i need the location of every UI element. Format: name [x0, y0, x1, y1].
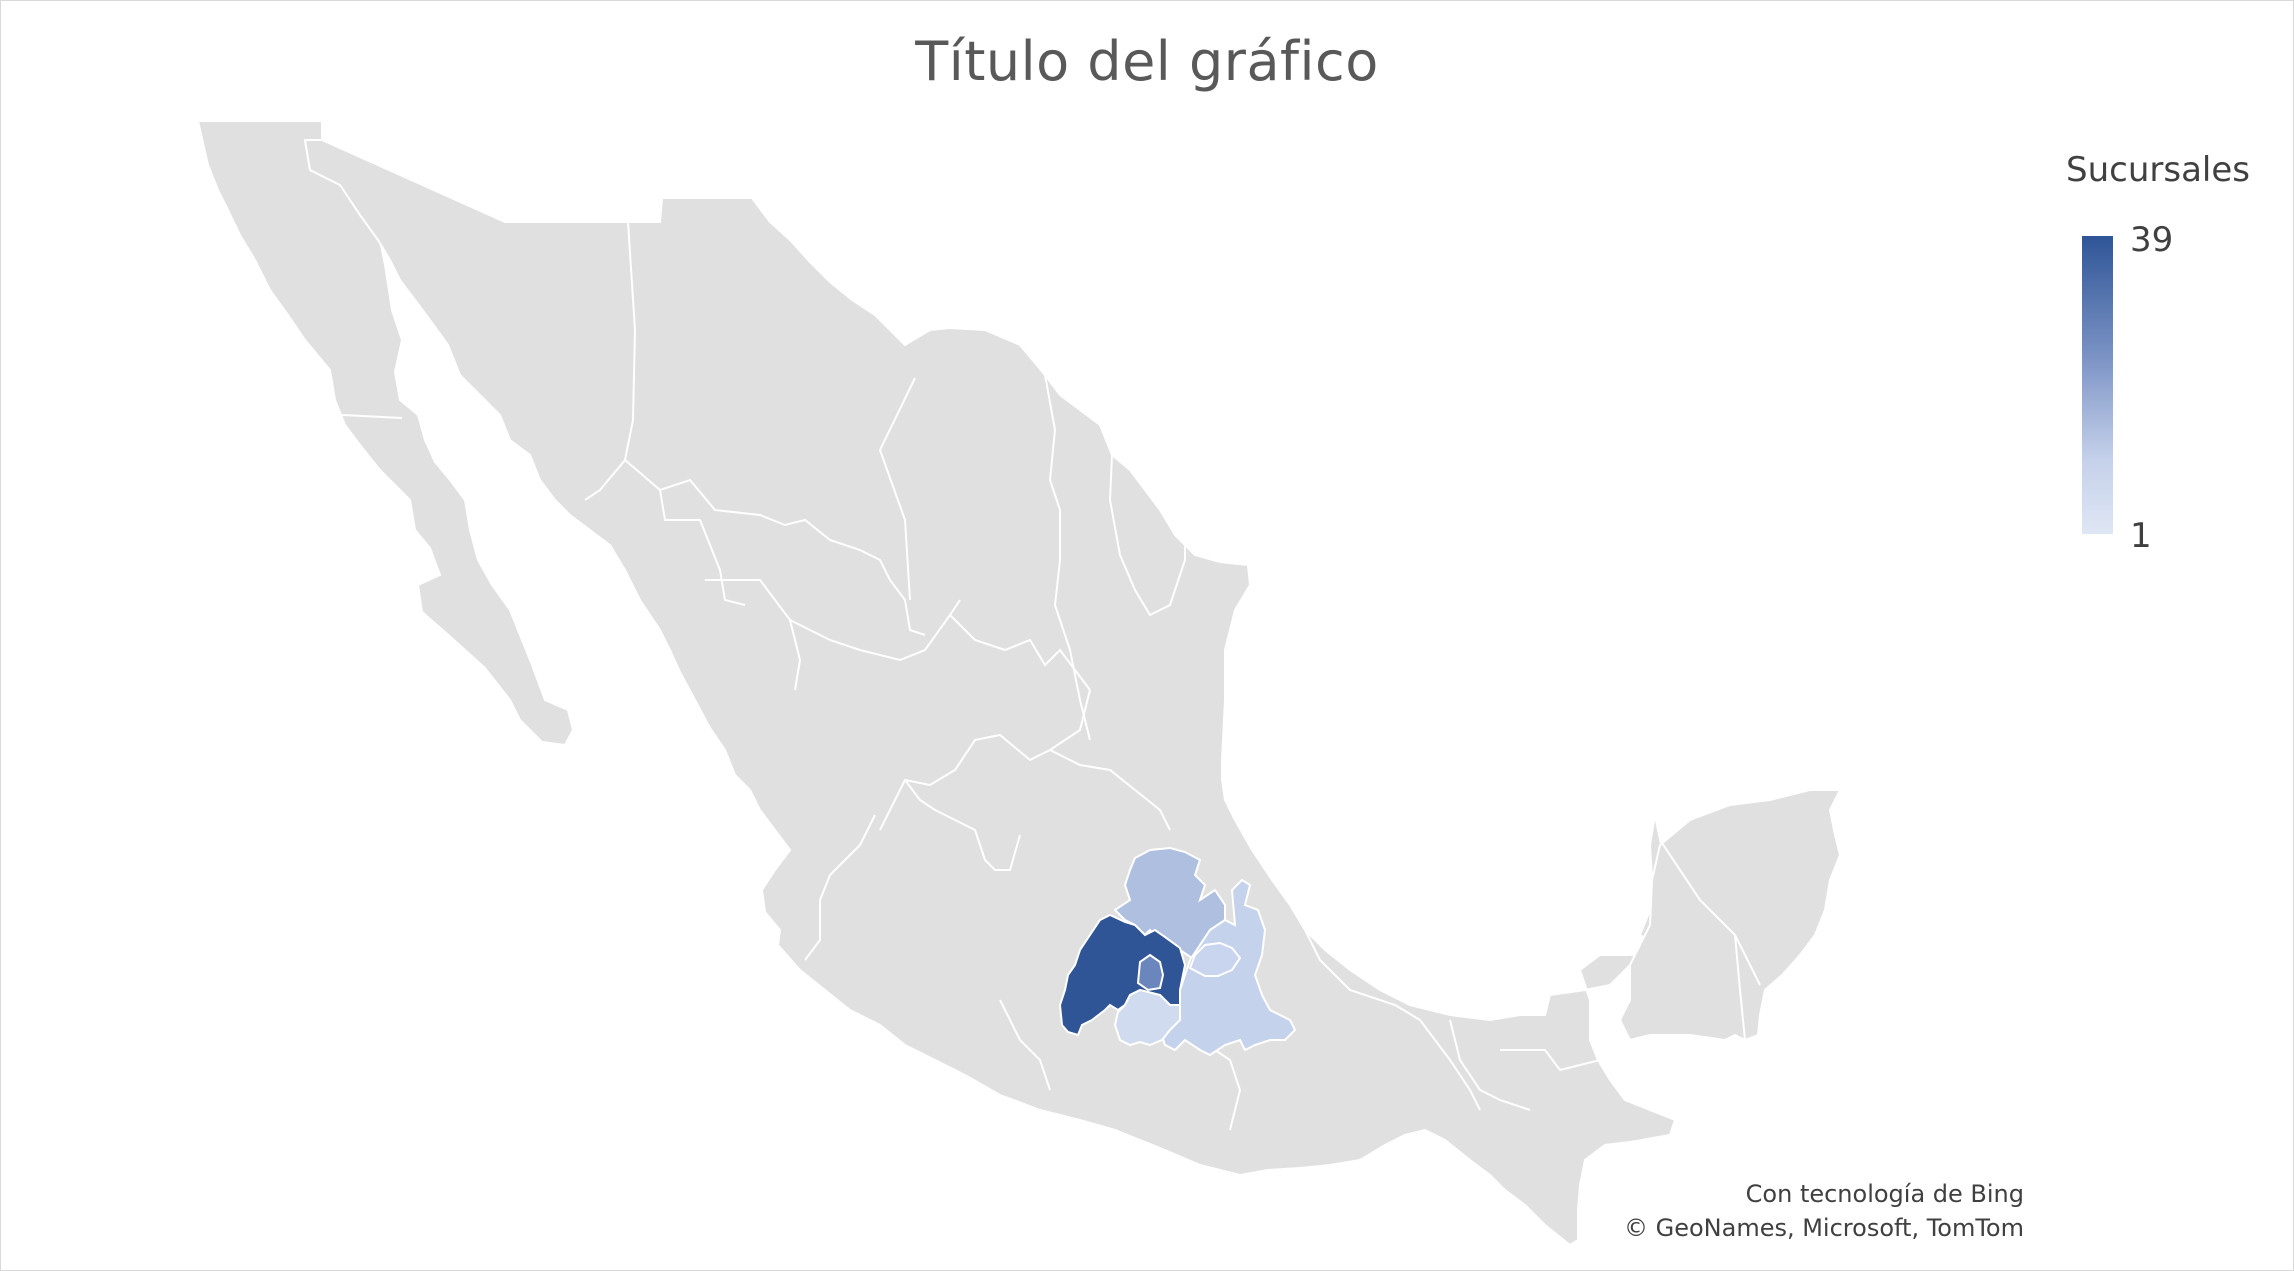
- state-tlaxcala[interactable]: [1188, 941, 1242, 977]
- yucatan-peninsula: [1618, 789, 1842, 1042]
- chart-title[interactable]: Título del gráfico: [915, 30, 1379, 93]
- state-ciudad-de-mexico[interactable]: [1136, 953, 1165, 992]
- legend-min-value: 1: [2130, 516, 2152, 556]
- map-credit-bing: Con tecnología de Bing: [1745, 1180, 2024, 1208]
- legend-title: Sucursales: [2066, 150, 2250, 190]
- state-borders: [539, 221, 1761, 1131]
- legend-color-scale: [2082, 236, 2113, 534]
- state-estado-de-mexico[interactable]: [1058, 913, 1187, 1037]
- baja-california-peninsula: [196, 120, 575, 747]
- state-morelos[interactable]: [1113, 988, 1181, 1047]
- map-credit-sources: © GeoNames, Microsoft, TomTom: [1623, 1214, 2024, 1242]
- legend-max-value: 39: [2130, 220, 2174, 260]
